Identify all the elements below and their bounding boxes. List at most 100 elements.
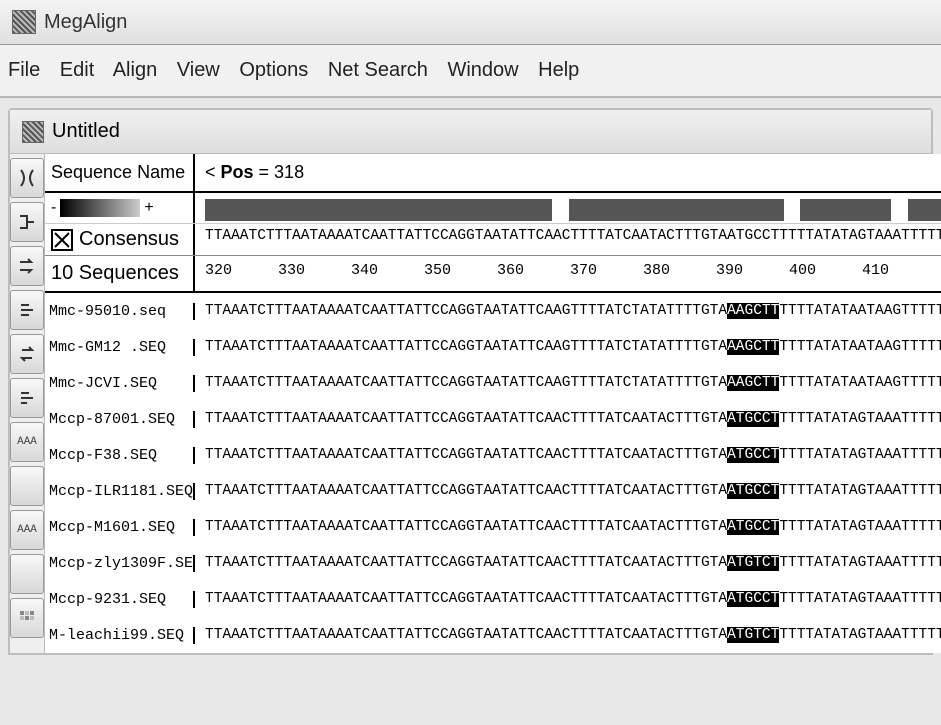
seq-post: TTTTATATAGTAAATTTTTTTGTTCTAAT <box>779 555 941 571</box>
consensus-label: Consensus <box>79 228 179 251</box>
sequence-row[interactable]: Mmc-GM12 .SEQTTAAATCTTTAATAAAATCAATTATTC… <box>45 329 941 365</box>
menu-align[interactable]: Align <box>113 59 157 81</box>
title-bar: MegAlign <box>0 0 941 45</box>
app-title: MegAlign <box>44 11 127 34</box>
tool-swap[interactable] <box>10 334 44 374</box>
pos-eq: = <box>254 162 275 182</box>
coverage-segment <box>784 199 801 221</box>
coverage-segment <box>800 199 891 221</box>
seq-pre: TTAAATCTTTAATAAAATCAATTATTCCAGGTAATATTCA… <box>205 555 727 571</box>
seq-pre: TTAAATCTTTAATAAAATCAATTATTCCAGGTAATATTCA… <box>205 303 727 319</box>
sequence-name[interactable]: Mccp-ILR1181.SEQ <box>45 483 195 500</box>
sequence-name[interactable]: Mccp-9231.SEQ <box>45 591 195 608</box>
sequence-row[interactable]: Mccp-zly1309F.SE TTAAATCTTTAATAAAATCAATTA… <box>45 545 941 581</box>
app-icon <box>12 10 36 34</box>
seq-pre: TTAAATCTTTAATAAAATCAATTATTCCAGGTAATATTCA… <box>205 591 727 607</box>
consensus-checkbox[interactable] <box>51 229 73 251</box>
ruler-tick: 330 <box>278 262 351 287</box>
seq-post: TTTTATATAATAAGTTTTTTTGTTCTAAT <box>779 339 941 355</box>
seq-highlight: ATGTCT <box>727 555 779 571</box>
menu-help[interactable]: Help <box>538 59 579 81</box>
tool-arrows[interactable] <box>10 246 44 286</box>
menu-view[interactable]: View <box>177 59 220 81</box>
menu-netsearch[interactable]: Net Search <box>328 59 428 81</box>
sequence-data[interactable]: TTAAATCTTTAATAAAATCAATTATTCCAGGTAATATTCA… <box>195 339 941 355</box>
sequence-rows: Mmc-95010.seq TTAAATCTTTAATAAAATCAATTATTC… <box>45 293 941 653</box>
tool-blank-2[interactable] <box>10 554 44 594</box>
sequence-data[interactable]: TTAAATCTTTAATAAAATCAATTATTCCAGGTAATATTCA… <box>195 303 941 319</box>
sequence-data[interactable]: TTAAATCTTTAATAAAATCAATTATTCCAGGTAATATTCA… <box>195 447 941 463</box>
coverage-segment <box>205 199 552 221</box>
seq-post: TTTTATATAGTAAATTTTTTTGTTCTAAT <box>779 411 941 427</box>
tool-align-right[interactable] <box>10 290 44 330</box>
tool-aaa-2[interactable]: AAA <box>10 510 44 550</box>
pos-value: 318 <box>274 162 304 182</box>
sequence-row[interactable]: Mmc-JCVI.SEQTTAAATCTTTAATAAAATCAATTATTCC… <box>45 365 941 401</box>
pos-prefix: < <box>205 162 221 182</box>
position-indicator: < Pos = 318 <box>195 154 941 191</box>
consensus-sequence[interactable]: TTAAATCTTTAATAAAATCAATTATTCCAGGTAATATTCA… <box>195 224 941 255</box>
coverage-bar <box>205 199 941 221</box>
seq-post: TTTTATATAGTAAATTTTTTTGTTCTAAT <box>779 483 941 499</box>
seq-highlight: ATGTCT <box>727 627 779 643</box>
ruler-tick: 390 <box>716 262 789 287</box>
sequence-count: 10 Sequences <box>45 256 195 291</box>
sequence-data[interactable]: TTAAATCTTTAATAAAATCAATTATTCCAGGTAATATTCA… <box>195 555 941 571</box>
seq-post: TTTTATATAATAAGTTTTTTTGTTCTAAT <box>779 303 941 319</box>
tool-tree[interactable] <box>10 202 44 242</box>
gradient-minus: - <box>51 199 56 217</box>
sequence-data[interactable]: TTAAATCTTTAATAAAATCAATTATTCCAGGTAATATTCA… <box>195 627 941 643</box>
menu-file[interactable]: File <box>8 59 40 81</box>
menu-bar: File Edit Align View Options Net Search … <box>0 45 941 98</box>
sequence-name[interactable]: Mmc-GM12 .SEQ <box>45 339 195 356</box>
seq-post: TTTTATATAGTAAATTTTTTTGTTCTAAT <box>779 627 941 643</box>
document-window: Untitled AAA AAA Sequence Name <box>8 108 933 655</box>
sequence-row[interactable]: Mccp-F38.SEQ TTAAATCTTTAATAAAATCAATTATTCC… <box>45 437 941 473</box>
ruler-tick: 360 <box>497 262 570 287</box>
sequence-name[interactable]: Mccp-F38.SEQ <box>45 447 195 464</box>
sequence-row[interactable]: Mmc-95010.seq TTAAATCTTTAATAAAATCAATTATTC… <box>45 293 941 329</box>
sequence-row[interactable]: Mccp-ILR1181.SEQTTAAATCTTTAATAAAATCAATTA… <box>45 473 941 509</box>
seq-pre: TTAAATCTTTAATAAAATCAATTATTCCAGGTAATATTCA… <box>205 411 727 427</box>
seq-highlight: AAGCTT <box>727 303 779 319</box>
tool-blank-1[interactable] <box>10 466 44 506</box>
sequence-data[interactable]: TTAAATCTTTAATAAAATCAATTATTCCAGGTAATATTCA… <box>195 375 941 391</box>
sequence-name[interactable]: Mccp-87001.SEQ <box>45 411 195 428</box>
seq-highlight: ATGCCT <box>727 519 779 535</box>
doc-title: Untitled <box>52 120 120 143</box>
menu-window[interactable]: Window <box>447 59 518 81</box>
column-header-name: Sequence Name <box>45 154 195 191</box>
seq-highlight: ATGCCT <box>727 483 779 499</box>
seq-highlight: ATGCCT <box>727 411 779 427</box>
tool-sort[interactable] <box>10 378 44 418</box>
tool-matrix[interactable] <box>10 598 44 638</box>
sequence-data[interactable]: TTAAATCTTTAATAAAATCAATTATTCCAGGTAATATTCA… <box>195 483 941 499</box>
coverage-segment <box>569 199 784 221</box>
sequence-row[interactable]: M-leachii99.SEQTTAAATCTTTAATAAAATCAATTAT… <box>45 617 941 653</box>
gradient-bar <box>60 199 140 217</box>
menu-edit[interactable]: Edit <box>60 59 94 81</box>
coverage-segment <box>908 199 941 221</box>
tool-aaa-1[interactable]: AAA <box>10 422 44 462</box>
ruler-tick: 320 <box>205 262 278 287</box>
sequence-row[interactable]: Mccp-9231.SEQ TTAAATCTTTAATAAAATCAATTATTC… <box>45 581 941 617</box>
sequence-name[interactable]: Mmc-95010.seq <box>45 303 195 320</box>
ruler-tick: 380 <box>643 262 716 287</box>
sequence-data[interactable]: TTAAATCTTTAATAAAATCAATTATTCCAGGTAATATTCA… <box>195 591 941 607</box>
ruler-tick: 410 <box>862 262 935 287</box>
sequence-data[interactable]: TTAAATCTTTAATAAAATCAATTATTCCAGGTAATATTCA… <box>195 411 941 427</box>
sequence-name[interactable]: Mccp-M1601.SEQ <box>45 519 195 536</box>
seq-post: TTTTATATAGTAAATTTTTTTGTTCTAAT <box>779 591 941 607</box>
sequence-name[interactable]: Mmc-JCVI.SEQ <box>45 375 195 392</box>
seq-highlight: AAGCTT <box>727 339 779 355</box>
sequence-data[interactable]: TTAAATCTTTAATAAAATCAATTATTCCAGGTAATATTCA… <box>195 519 941 535</box>
seq-post: TTTTATATAGTAAATTTTTTTGTTCTAAT <box>779 447 941 463</box>
seq-post: TTTTATATAGTAAATTTTTTTGTTCTAAT <box>779 519 941 535</box>
tool-dna[interactable] <box>10 158 44 198</box>
sequence-row[interactable]: Mccp-87001.SEQ TTAAATCTTTAATAAAATCAATTATT… <box>45 401 941 437</box>
sequence-name[interactable]: M-leachii99.SEQ <box>45 627 195 644</box>
seq-pre: TTAAATCTTTAATAAAATCAATTATTCCAGGTAATATTCA… <box>205 447 727 463</box>
sequence-row[interactable]: Mccp-M1601.SEQTTAAATCTTTAATAAAATCAATTATT… <box>45 509 941 545</box>
menu-options[interactable]: Options <box>239 59 308 81</box>
sequence-name[interactable]: Mccp-zly1309F.SE <box>45 555 195 572</box>
